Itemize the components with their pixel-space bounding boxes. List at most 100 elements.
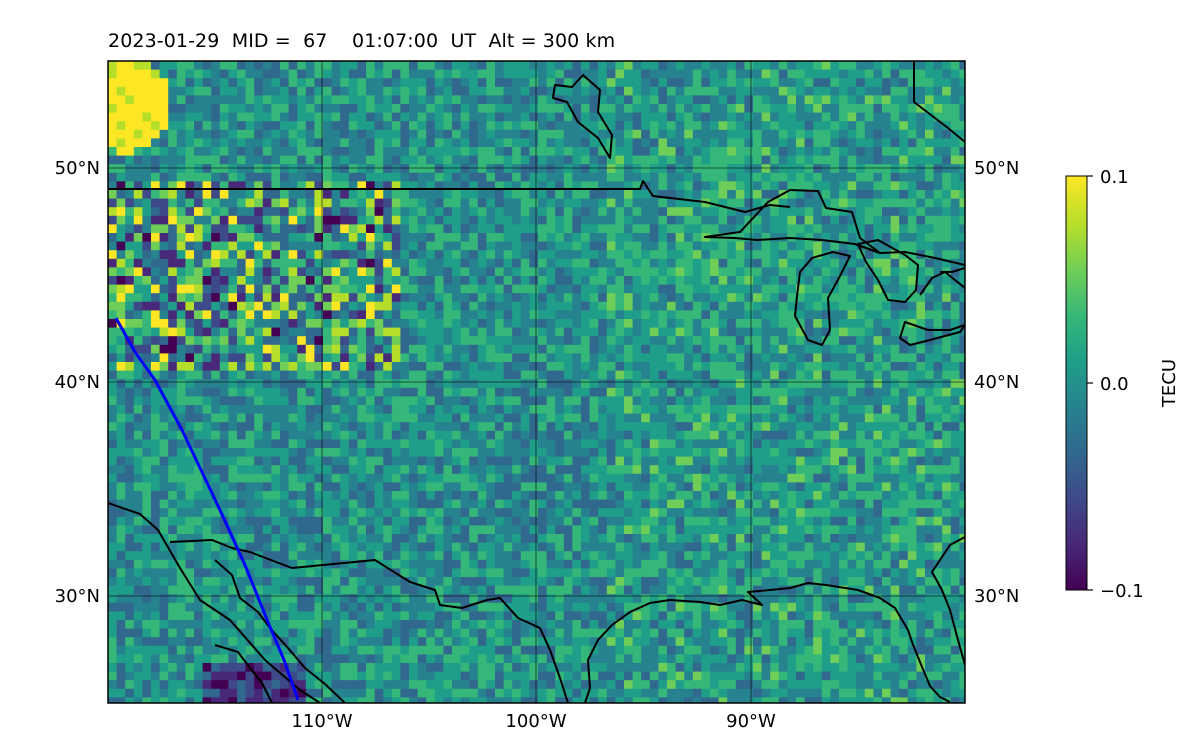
tec-cell: [538, 396, 547, 406]
tec-cell: [606, 448, 616, 457]
tec-cell: [417, 353, 427, 363]
tec-cell: [460, 164, 470, 174]
tec-cell: [323, 224, 332, 234]
tec-cell: [383, 439, 393, 449]
tec-cell: [718, 112, 728, 122]
tec-cell: [624, 147, 633, 156]
tec-cell: [434, 353, 444, 363]
tec-cell: [374, 448, 384, 457]
tec-cell: [581, 112, 590, 122]
tec-cell: [718, 473, 728, 483]
tec-cell: [323, 344, 332, 354]
tec-cell: [409, 310, 418, 320]
tec-cell: [211, 155, 221, 165]
tec-cell: [219, 181, 229, 191]
tec-cell: [486, 413, 496, 423]
tec-cell: [796, 129, 805, 139]
tec-cell: [942, 301, 952, 311]
tec-cell: [907, 258, 917, 268]
tec-cell: [572, 190, 582, 199]
tec-cell: [348, 456, 358, 466]
tec-cell: [469, 198, 479, 208]
tec-cell: [916, 370, 926, 380]
tec-cell: [606, 310, 616, 320]
tec-cell: [426, 172, 436, 182]
tec-cell: [649, 430, 659, 440]
tec-cell: [219, 241, 229, 251]
tec-cell: [357, 379, 367, 389]
tec-cell: [486, 258, 496, 268]
tec-cell: [374, 353, 384, 363]
tec-cell: [185, 258, 195, 268]
tec-cell: [512, 69, 522, 79]
tec-cell: [839, 95, 848, 105]
tec-cell: [495, 95, 504, 105]
tec-cell: [873, 95, 883, 105]
tec-cell: [280, 233, 289, 242]
tec-cell: [503, 155, 513, 165]
tec-cell: [684, 301, 694, 311]
tec-cell: [959, 387, 965, 397]
tec-cell: [778, 215, 788, 225]
tec-cell: [658, 284, 668, 294]
tec-cell: [589, 413, 599, 423]
tec-cell: [778, 224, 788, 234]
tec-cell: [512, 456, 522, 466]
tec-cell: [821, 267, 831, 277]
tec-cell: [409, 284, 418, 294]
tec-cell: [159, 276, 169, 285]
tec-cell: [692, 267, 702, 277]
tec-cell: [632, 86, 642, 96]
tec-cell: [331, 78, 341, 88]
tec-cell: [211, 327, 221, 337]
tec-cell: [452, 465, 461, 475]
tec-cell: [211, 448, 221, 457]
tec-cell: [460, 155, 470, 165]
tec-cell: [486, 224, 496, 234]
tec-cell: [555, 198, 565, 208]
tec-cell: [959, 86, 965, 96]
tec-cell: [434, 482, 444, 492]
tec-cell: [658, 69, 668, 79]
tec-cell: [288, 181, 298, 191]
tec-cell: [331, 293, 341, 303]
tec-cell: [589, 379, 599, 389]
title-date: 2023-01-29: [108, 30, 220, 52]
tec-cell: [675, 250, 685, 260]
tec-cell: [770, 284, 780, 294]
tec-cell: [727, 112, 737, 122]
tec-cell: [331, 310, 341, 320]
tec-cell: [959, 336, 965, 346]
tec-cell: [151, 138, 160, 148]
tec-cell: [391, 138, 401, 148]
tec-cell: [796, 224, 805, 234]
tec-cell: [632, 172, 642, 182]
tec-cell: [538, 344, 547, 354]
tec-cell: [443, 147, 453, 156]
tec-cell: [563, 430, 573, 440]
tec-cell: [959, 250, 965, 260]
tec-cell: [288, 293, 298, 303]
tec-cell: [546, 138, 556, 148]
tec-cell: [942, 69, 952, 79]
tec-cell: [529, 327, 539, 337]
tec-cell: [254, 465, 264, 475]
tec-cell: [856, 258, 866, 268]
tec-cell: [348, 207, 358, 217]
tec-cell: [606, 413, 616, 423]
tec-cell: [615, 319, 625, 328]
tec-cell: [108, 301, 117, 311]
tec-cell: [538, 430, 547, 440]
tec-cell: [357, 198, 367, 208]
tec-cell: [873, 86, 883, 96]
tec-cell: [667, 112, 676, 122]
tec-cell: [297, 370, 307, 380]
tec-cell: [899, 267, 909, 277]
tec-cell: [770, 370, 780, 380]
tec-cell: [202, 439, 212, 449]
tec-cell: [581, 250, 590, 260]
tec-cell: [443, 78, 453, 88]
tec-cell: [598, 250, 608, 260]
tec-cell: [116, 95, 126, 105]
tec-cell: [237, 276, 246, 285]
